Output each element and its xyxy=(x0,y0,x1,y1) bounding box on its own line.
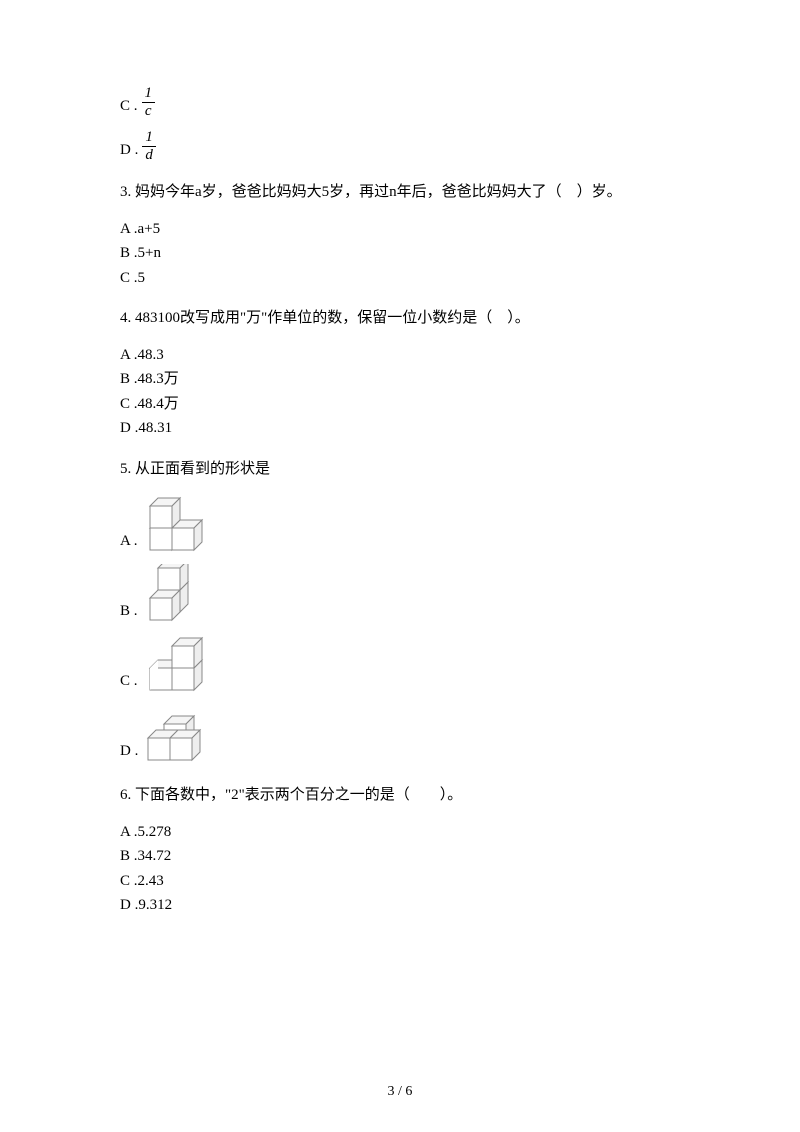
q5-option-a: A . xyxy=(120,494,680,556)
q5-option-d: D . xyxy=(120,704,680,766)
q2-optC-label: C . xyxy=(120,95,138,118)
q6-optB: B .34.72 xyxy=(120,845,680,868)
q3-text: 3. 妈妈今年a岁，爸爸比妈妈大5岁，再过n年后，爸爸比妈妈大了（ ）岁。 xyxy=(120,181,680,204)
q5-optA-label: A . xyxy=(120,530,138,553)
q2-optD-label: D . xyxy=(120,139,138,162)
q2-option-c: C . 1 c xyxy=(120,85,680,119)
q4-optA: A .48.3 xyxy=(120,344,680,367)
q3-optB: B .5+n xyxy=(120,242,680,265)
q6-optA: A .5.278 xyxy=(120,821,680,844)
q6-optC: C .2.43 xyxy=(120,870,680,893)
q5-optD-label: D . xyxy=(120,740,138,763)
q6-text: 6. 下面各数中，"2"表示两个百分之一的是（ ）。 xyxy=(120,784,680,807)
q5-optC-label: C . xyxy=(120,670,138,693)
page-footer: 3 / 6 xyxy=(0,1081,800,1102)
q6-optD: D .9.312 xyxy=(120,894,680,917)
q5-option-b: B . xyxy=(120,564,680,626)
q2-option-d: D . 1 d xyxy=(120,129,680,163)
q5-optB-label: B . xyxy=(120,600,138,623)
q4-options: A .48.3 B .48.3万 C .48.4万 D .48.31 xyxy=(120,344,680,440)
q4-optD: D .48.31 xyxy=(120,417,680,440)
q4-optB: B .48.3万 xyxy=(120,368,680,391)
q5-optA-cubes-icon xyxy=(144,494,216,556)
q5-text: 5. 从正面看到的形状是 xyxy=(120,458,680,481)
q5-optD-cubes-icon xyxy=(144,704,216,766)
q2-optD-fraction: 1 d xyxy=(142,129,156,163)
q4-text: 4. 483100改写成用"万"作单位的数，保留一位小数约是（ ）。 xyxy=(120,307,680,330)
q3-optA: A .a+5 xyxy=(120,218,680,241)
q4-optC: C .48.4万 xyxy=(120,393,680,416)
q3-options: A .a+5 B .5+n C .5 xyxy=(120,218,680,290)
q5-optB-cubes-icon xyxy=(144,564,216,626)
q2-optC-fraction: 1 c xyxy=(142,85,156,119)
q5-option-c: C . xyxy=(120,634,680,696)
q6-options: A .5.278 B .34.72 C .2.43 D .9.312 xyxy=(120,821,680,917)
q3-optC: C .5 xyxy=(120,267,680,290)
q5-optC-cubes-icon xyxy=(144,634,226,696)
